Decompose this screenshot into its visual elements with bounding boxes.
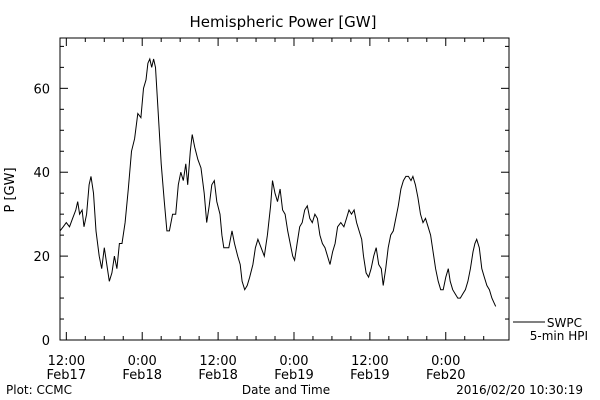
x-tick-label-time: 0:00 [431,354,460,369]
x-tick-label-date: Feb19 [350,368,390,383]
x-axis: 12:00Feb170:00Feb1812:00Feb180:00Feb1912… [47,38,485,383]
y-tick-label: 0 [42,334,50,349]
y-tick-label: 60 [33,82,50,97]
footer-plot-credit: Plot: CCMC [6,383,72,397]
x-tick-label-time: 12:00 [199,354,236,369]
legend-label-line2: 5-min HPI [530,329,588,343]
x-tick-label-time: 0:00 [279,354,308,369]
chart-title: Hemispheric Power [GW] [190,13,377,31]
x-tick-label-time: 0:00 [128,354,157,369]
x-axis-label: Date and Time [242,383,330,397]
footer-timestamp: 2016/02/20 10:30:19 [456,383,583,397]
x-tick-label-date: Feb19 [274,368,314,383]
legend-label-line1: SWPC [547,316,582,330]
plot-frame [59,37,510,341]
y-tick-label: 20 [33,250,50,265]
x-tick-label-date: Feb17 [47,368,87,383]
hpi-series-line [59,57,497,307]
y-axis: 0 20 40 60 [33,45,509,349]
y-axis-label: P [GW] [3,167,18,212]
x-tick-label-time: 12:00 [48,354,85,369]
x-tick-label-date: Feb20 [426,368,466,383]
y-tick-label: 40 [33,166,50,181]
x-tick-label-date: Feb18 [198,368,238,383]
x-tick-label-date: Feb18 [122,368,162,383]
x-tick-label-time: 12:00 [351,354,388,369]
legend: SWPC 5-min HPI [513,316,588,343]
